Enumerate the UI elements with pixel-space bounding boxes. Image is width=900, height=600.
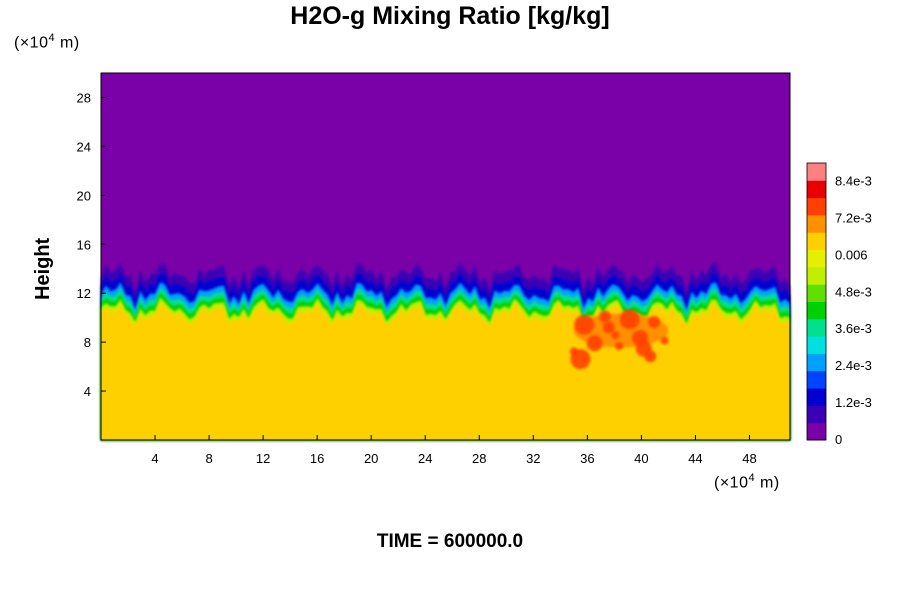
colorbar-tick-label: 1.2e-3 [835,395,872,410]
x-tick-label: 28 [472,451,486,466]
moist-cell-blob [644,350,657,363]
colorbar-tick-label: 3.6e-3 [835,321,872,336]
moist-cell-blob [602,321,615,334]
moist-cell-blob [619,309,640,330]
x-tick-label: 48 [742,451,756,466]
x-tick-label: 40 [634,451,648,466]
colorbar-tick-label: 4.8e-3 [835,284,872,299]
colorbar-tick-label: 0.006 [835,247,868,262]
colorbar-segment [807,180,826,199]
moist-cell-blob [648,316,661,329]
colorbar-segment [807,388,826,406]
x-tick-label: 4 [151,451,158,466]
moist-cell-blob [586,335,603,352]
colorbar-segment [807,370,826,389]
x-tick-label: 12 [256,451,270,466]
moist-cell-blob [660,336,669,345]
y-tick-label: 28 [77,90,91,105]
x-tick-label: 20 [364,451,378,466]
x-tick-label: 44 [688,451,702,466]
colorbar-segment [807,405,826,424]
colorbar-segment [807,336,826,354]
colorbar-segment [807,197,826,216]
y-tick-label: 20 [77,188,91,203]
colorbar-segment [807,214,826,233]
colorbar-segment [807,318,826,337]
colorbar-tick-label: 2.4e-3 [835,358,872,373]
x-tick-label: 8 [205,451,212,466]
time-label: TIME = 600000.0 [376,531,524,552]
colorbar-segment [807,422,826,441]
colorbar-segment [807,353,826,372]
colorbar-segment [807,266,826,285]
x-tick-label: 24 [418,451,432,466]
moist-cell-blob [611,331,620,340]
moist-cell-blob [632,329,649,346]
chart-title: H2O-g Mixing Ratio [kg/kg] [290,2,610,30]
y-tick-label: 8 [84,335,91,350]
colorbar-tick-label: 8.4e-3 [835,173,872,188]
moist-cell-blob [615,341,624,350]
colorbar-segment [807,163,826,181]
colorbar-segment [807,284,826,302]
x-tick-label: 16 [310,451,324,466]
colorbar-frame [806,162,827,441]
colorbar-segment [807,301,826,320]
moist-cell-blob [599,310,612,323]
x-tick-label: 36 [580,451,594,466]
colorbar-tick-label: 0 [835,432,842,447]
x-axis-unit: (×104 m) [714,472,780,492]
plot-frame [100,72,791,441]
moist-cell-blob [570,349,591,370]
y-tick-label: 24 [77,139,91,154]
colorbar-segment [807,249,826,268]
y-tick-label: 16 [77,237,91,252]
colorbar-segment [807,232,826,251]
y-tick-label: 4 [84,384,91,399]
colorbar-tick-label: 7.2e-3 [835,210,872,225]
moist-cell-blob [574,314,595,335]
x-tick-label: 32 [526,451,540,466]
y-tick-label: 12 [77,286,91,301]
y-axis-unit: (×104 m) [14,32,80,52]
